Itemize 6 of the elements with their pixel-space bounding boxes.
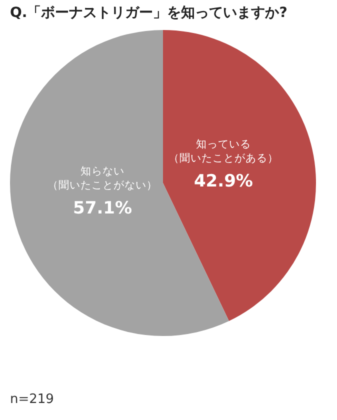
- slice-label: 知っている（聞いたことがある）: [168, 138, 278, 164]
- slice-label: 知らない（聞いたことがない）: [48, 166, 158, 192]
- chart-title: Q.「ボーナストリガー」を知っていますか?: [10, 5, 288, 21]
- data-label: 57.1%: [73, 198, 132, 219]
- text: n=219: [10, 392, 54, 407]
- data-label: 42.9%: [194, 171, 253, 192]
